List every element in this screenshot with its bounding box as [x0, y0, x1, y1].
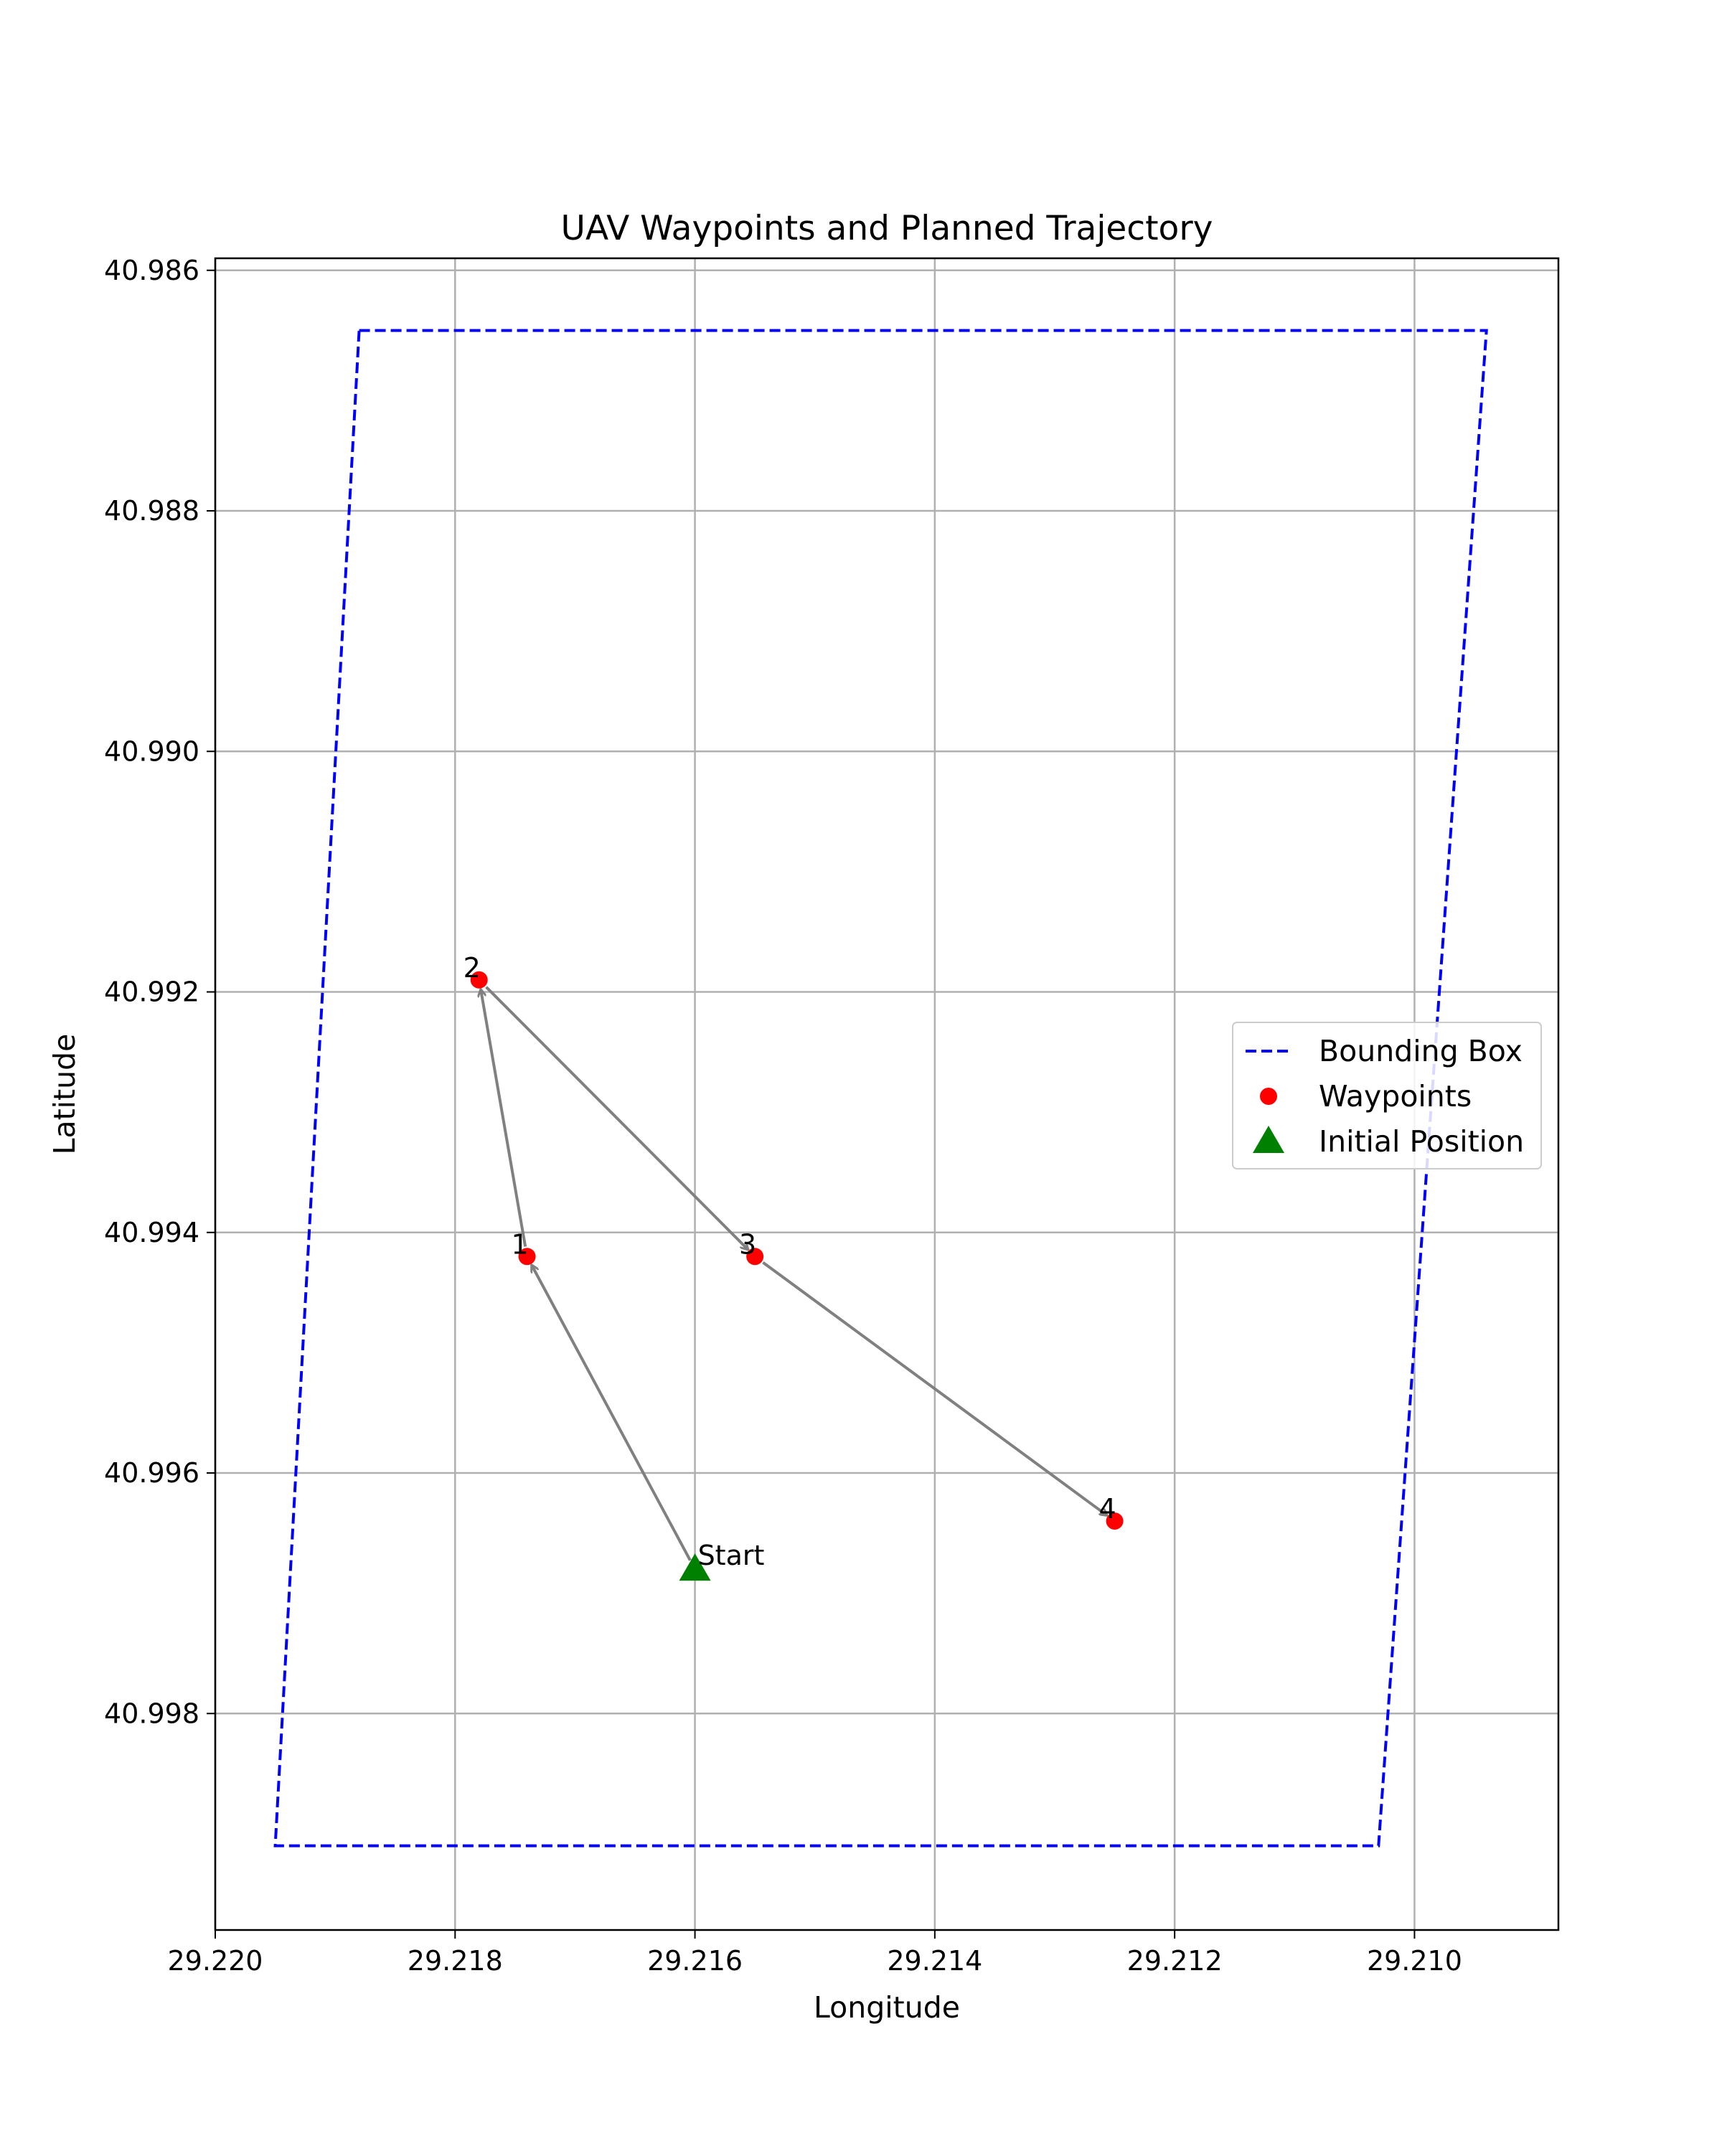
- initial-position-label: Start: [698, 1540, 765, 1571]
- trajectory-arrow: [532, 1266, 692, 1561]
- waypoint-marker: [470, 971, 488, 989]
- y-tick-label: 40.994: [104, 1217, 199, 1248]
- y-tick-label: 40.998: [104, 1698, 199, 1729]
- waypoint-marker: [746, 1248, 764, 1266]
- legend-entry-label: Initial Position: [1319, 1124, 1524, 1159]
- legend-swatch-waypoints: [1260, 1088, 1277, 1105]
- x-axis-label: Longitude: [814, 1990, 960, 2025]
- plot-frame: [214, 257, 1560, 1931]
- waypoint-label: 2: [464, 952, 481, 984]
- x-tick-label: 29.218: [408, 1945, 503, 1977]
- trajectory-arrow: [762, 1261, 1106, 1515]
- y-tick-label: 40.996: [104, 1457, 199, 1489]
- y-tick-label: 40.992: [104, 976, 199, 1008]
- trajectory-arrow: [485, 986, 748, 1250]
- y-tick-label: 40.990: [104, 735, 199, 767]
- bounding-box-line: [273, 329, 1488, 1847]
- waypoint-label: 4: [1098, 1493, 1116, 1525]
- x-tick-label: 29.216: [647, 1945, 743, 1977]
- x-tick-label: 29.220: [168, 1945, 263, 1977]
- waypoint-label: 1: [511, 1228, 528, 1260]
- legend-frame: [1232, 1022, 1542, 1169]
- chart-title: UAV Waypoints and Planned Trajectory: [561, 209, 1213, 248]
- waypoint-marker: [518, 1248, 536, 1266]
- x-tick-label: 29.212: [1127, 1945, 1223, 1977]
- y-axis-label: Latitude: [47, 1034, 82, 1155]
- legend-entry-label: Waypoints: [1319, 1079, 1472, 1114]
- tick-layer: 29.220 29.218 29.216 29.214 29.212 29.210 40.9…: [104, 255, 1462, 1977]
- y-tick-label: 40.988: [104, 495, 199, 527]
- x-tick-label: 29.214: [887, 1945, 982, 1977]
- waypoint-marker: [1106, 1512, 1124, 1530]
- x-tick-label: 29.210: [1367, 1945, 1462, 1977]
- waypoint-label: 3: [739, 1228, 756, 1260]
- legend: Bounding Box Waypoints Initial Position: [1232, 1022, 1542, 1169]
- data-layer: 1 2 3 4 Start: [273, 329, 1488, 1847]
- y-tick-label: 40.986: [104, 255, 199, 286]
- legend-swatch-initial-position: [1253, 1126, 1284, 1153]
- legend-entry-label: Bounding Box: [1319, 1034, 1523, 1068]
- initial-position-marker: [679, 1553, 711, 1581]
- trajectory-arrow: [481, 990, 527, 1247]
